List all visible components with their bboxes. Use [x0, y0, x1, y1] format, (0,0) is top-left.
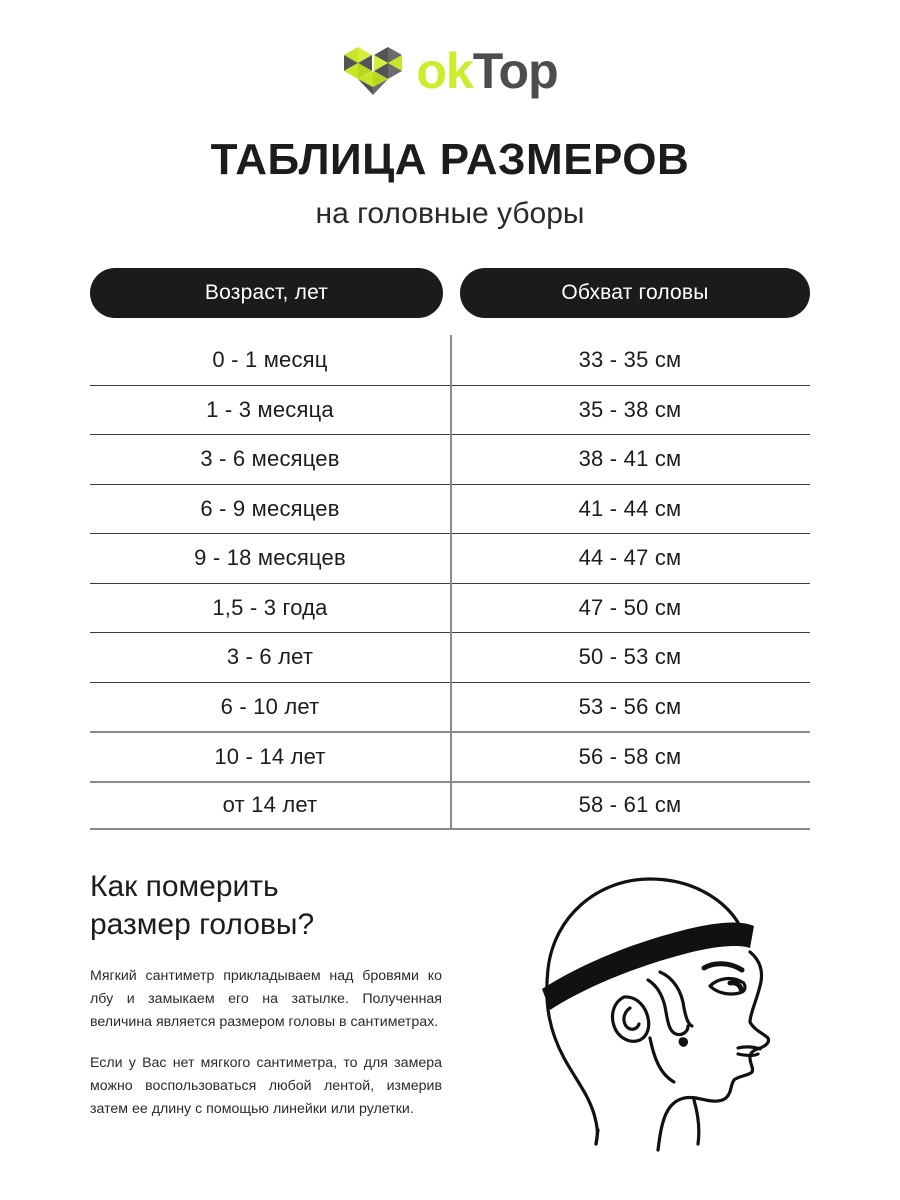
cell-age: 6 - 10 лет: [220, 693, 320, 719]
table-row: 3 - 6 лет 50 - 53 см: [90, 632, 810, 682]
table-row: 6 - 9 месяцев 41 - 44 см: [90, 483, 810, 534]
table-row: от 14 лет 58 - 61 см: [90, 780, 810, 830]
brand-logo: ok Top: [0, 40, 900, 102]
table-row: 0 - 1 месяц 33 - 35 см: [90, 335, 810, 385]
howto-section: Как померить размер головы? Мягкий санти…: [90, 868, 480, 1121]
cell-circumference: 50 - 53 см: [578, 644, 682, 670]
cell-circumference: 35 - 38 см: [578, 396, 682, 422]
brand-wordmark-top: Top: [472, 43, 559, 99]
cell-circumference: 38 - 41 см: [578, 446, 682, 472]
cell-circumference: 33 - 35 см: [578, 346, 682, 372]
brand-wordmark: ok Top: [416, 43, 559, 99]
cell-age: 9 - 18 месяцев: [194, 545, 346, 571]
table-header-row: Возраст, лет Обхват головы: [90, 268, 810, 318]
howto-title: Как померить размер головы?: [90, 870, 315, 942]
table-row: 10 - 14 лет 56 - 58 см: [90, 731, 810, 781]
cell-circumference: 58 - 61 см: [578, 792, 682, 818]
table-header-age: Возраст, лет: [90, 268, 443, 318]
head-profile-with-measuring-tape-icon: [498, 862, 834, 1192]
cell-age: 10 - 14 лет: [214, 743, 326, 769]
size-table: Возраст, лет Обхват головы 0 - 1 месяц 3…: [90, 268, 810, 830]
cell-age: 3 - 6 месяцев: [200, 446, 340, 472]
table-body: 0 - 1 месяц 33 - 35 см 1 - 3 месяца 35 -…: [90, 335, 810, 830]
table-row: 1 - 3 месяца 35 - 38 см: [90, 384, 810, 435]
table-row: 9 - 18 месяцев 44 - 47 см: [90, 533, 810, 583]
cell-age: 0 - 1 месяц: [212, 346, 328, 372]
cell-age: 1 - 3 месяца: [206, 396, 334, 422]
cell-age: от 14 лет: [222, 792, 318, 818]
oktop-cube-heart-logo-icon: [342, 43, 404, 99]
cell-circumference: 56 - 58 см: [578, 743, 682, 769]
table-header-circumference: Обхват головы: [460, 268, 810, 318]
howto-paragraph-2: Если у Вас нет мягкого сантиметра, то дл…: [90, 1054, 442, 1117]
cell-age: 3 - 6 лет: [226, 644, 314, 670]
cell-age: 6 - 9 месяцев: [200, 495, 340, 521]
page-subtitle: на головные уборы: [315, 197, 585, 230]
brand-wordmark-ok: ok: [416, 43, 473, 99]
table-row: 1,5 - 3 года 47 - 50 см: [90, 582, 810, 633]
cell-circumference: 44 - 47 см: [578, 545, 682, 571]
cell-age: 1,5 - 3 года: [212, 594, 328, 620]
cell-circumference: 41 - 44 см: [578, 495, 682, 521]
cell-circumference: 53 - 56 см: [578, 693, 682, 719]
table-row: 3 - 6 месяцев 38 - 41 см: [90, 434, 810, 484]
page-title: ТАБЛИЦА РАЗМЕРОВ: [210, 135, 690, 184]
table-row: 6 - 10 лет 53 - 56 см: [90, 681, 810, 732]
howto-paragraph-1: Мягкий сантиметр прикладываем над бровям…: [90, 967, 442, 1030]
cell-circumference: 47 - 50 см: [578, 594, 682, 620]
